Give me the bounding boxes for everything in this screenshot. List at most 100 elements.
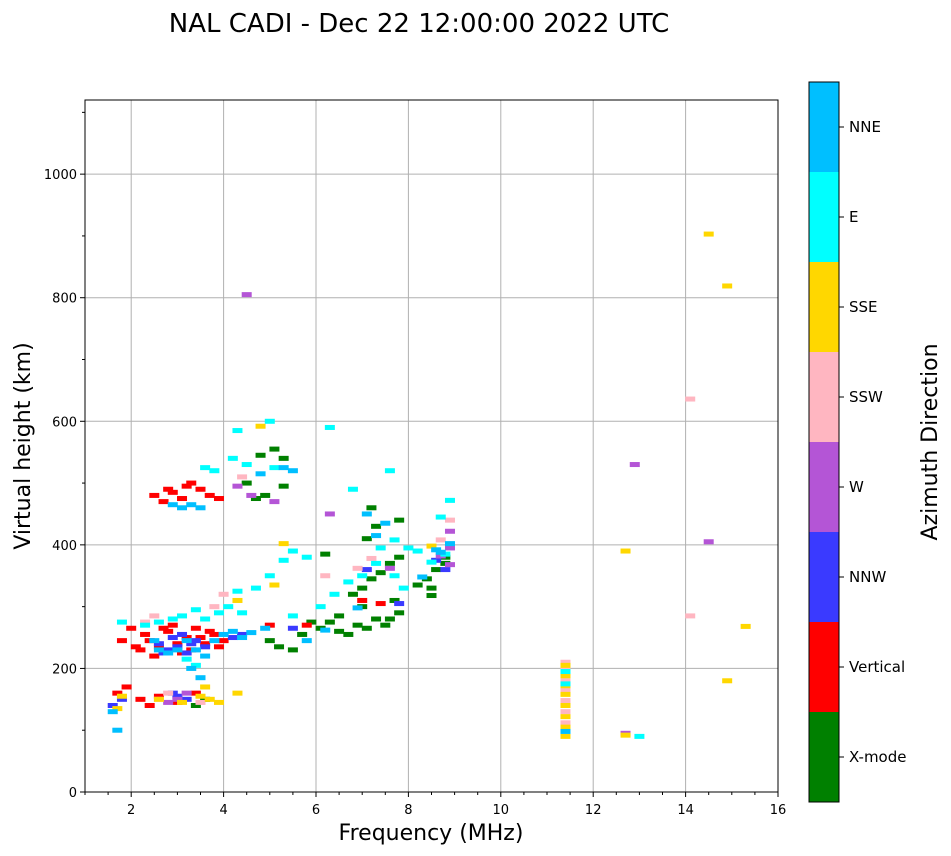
colorbar-tick-label: NNW [849, 568, 886, 586]
data-point [140, 619, 151, 625]
data-point [560, 678, 571, 684]
data-point [560, 691, 571, 697]
data-point [153, 693, 164, 699]
data-point [167, 622, 178, 628]
data-point [177, 496, 188, 502]
data-point [195, 486, 206, 492]
data-point [278, 541, 289, 547]
data-point [232, 483, 243, 489]
data-point [361, 511, 372, 517]
data-point [149, 653, 160, 659]
data-point [112, 690, 123, 696]
data-point [366, 505, 377, 511]
data-point [287, 613, 298, 619]
data-point [560, 733, 571, 739]
data-point [334, 628, 345, 634]
colorbar-tick-label: Vertical [849, 658, 905, 676]
data-point [200, 644, 211, 650]
series-ssw [140, 396, 696, 726]
data-point [112, 727, 123, 733]
data-point [223, 604, 234, 610]
data-point [394, 554, 405, 560]
series-nne [107, 465, 571, 734]
data-point [232, 597, 243, 603]
x-axis-label: Frequency (MHz) [339, 821, 524, 846]
data-point [560, 714, 571, 720]
data-point [426, 593, 437, 599]
data-point [218, 591, 229, 597]
data-points [107, 231, 751, 739]
colorbar-tick-label: W [849, 478, 864, 496]
y-axis-ticks: 0 200 400 600 800 1000 [44, 111, 85, 801]
data-point [394, 610, 405, 616]
data-point [352, 565, 363, 571]
data-point [158, 625, 169, 631]
data-point [269, 499, 280, 505]
data-point [172, 647, 183, 653]
data-point [237, 610, 248, 616]
data-point [389, 597, 400, 603]
data-point [130, 644, 141, 650]
data-point [287, 468, 298, 474]
data-point [740, 623, 751, 629]
data-point [190, 647, 201, 653]
data-point [560, 669, 571, 675]
y-axis-label: Virtual height (km) [11, 342, 36, 549]
data-point [329, 591, 340, 597]
series-nnw [107, 557, 451, 708]
data-point [177, 505, 188, 511]
y-tick-label: 400 [52, 539, 77, 554]
data-point [181, 650, 192, 656]
data-point [158, 499, 169, 505]
y-tick-label: 200 [52, 662, 77, 677]
data-point [278, 455, 289, 461]
chart-title: NAL CADI - Dec 22 12:00:00 2022 UTC [169, 9, 669, 39]
data-point [209, 604, 220, 610]
data-point [190, 690, 201, 696]
data-point [352, 605, 363, 611]
colorbar-swatch [809, 622, 839, 712]
data-point [361, 625, 372, 631]
colorbar-swatch [809, 172, 839, 262]
data-point [140, 622, 151, 628]
data-point [144, 703, 155, 708]
colorbar-frame [808, 81, 840, 803]
data-point [181, 656, 192, 662]
data-point [246, 492, 257, 498]
data-point [209, 468, 220, 474]
data-point [371, 616, 382, 622]
data-point [163, 690, 174, 696]
data-point [560, 673, 571, 679]
data-point [620, 548, 631, 554]
data-point [435, 537, 446, 543]
data-point [306, 619, 317, 625]
data-point [260, 492, 271, 498]
data-point [190, 638, 201, 644]
data-point [232, 428, 243, 434]
data-point [394, 601, 405, 607]
data-point [186, 665, 197, 671]
data-point [389, 573, 400, 579]
data-point [186, 502, 197, 508]
data-point [195, 635, 206, 641]
data-point [375, 570, 386, 576]
data-point [200, 616, 211, 622]
data-point [195, 693, 206, 699]
data-point [204, 696, 215, 702]
data-point [232, 690, 243, 696]
data-point [218, 631, 229, 637]
data-point [722, 283, 733, 289]
data-point [334, 613, 345, 619]
data-point [426, 543, 437, 549]
data-point [426, 585, 437, 591]
data-point [195, 675, 206, 681]
data-point [444, 528, 455, 534]
data-point [274, 644, 285, 650]
y-tick-label: 1000 [44, 168, 77, 183]
data-point [324, 619, 335, 625]
data-point [560, 659, 571, 665]
data-point [297, 631, 308, 637]
data-point [278, 465, 289, 471]
data-point [384, 468, 395, 474]
data-point [167, 616, 178, 622]
